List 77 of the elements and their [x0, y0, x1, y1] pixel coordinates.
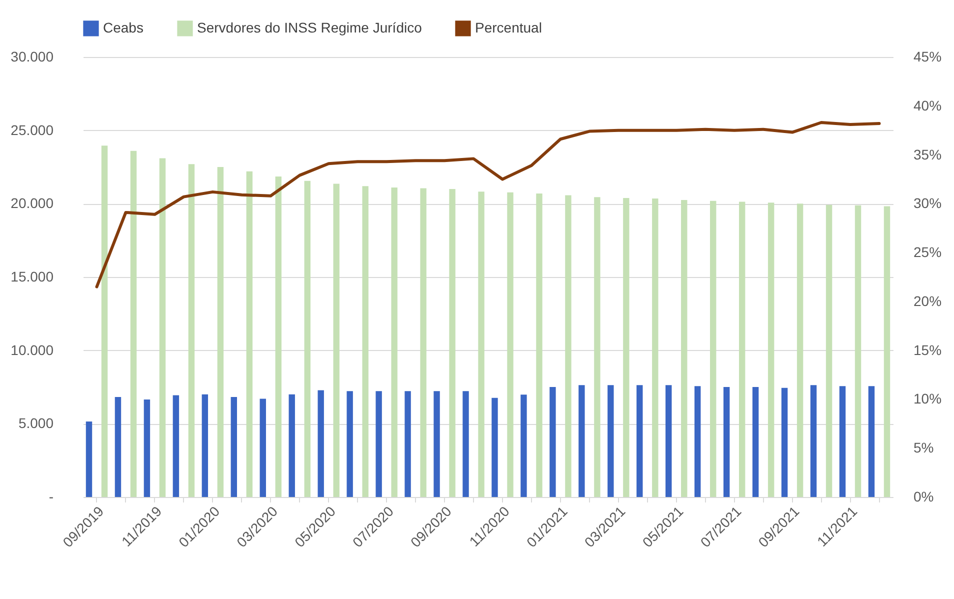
- legend-label: Servdores do INSS Regime Jurídico: [197, 19, 422, 36]
- bar: [723, 387, 730, 497]
- bar: [492, 398, 498, 497]
- y-tick-label: 25.000: [10, 122, 54, 138]
- bar: [666, 385, 672, 497]
- bar: [636, 385, 643, 497]
- bar: [275, 176, 282, 497]
- bar: [362, 186, 368, 497]
- y-tick-label: 10.000: [10, 342, 54, 358]
- bar: [288, 394, 295, 497]
- bar: [565, 195, 572, 497]
- bar: [144, 399, 150, 497]
- y2-tick-label: 30%: [914, 195, 942, 212]
- bar: [318, 390, 324, 497]
- y2-tick-label: 25%: [914, 244, 942, 260]
- y2-tick-label: 40%: [914, 97, 942, 114]
- bar: [810, 385, 817, 497]
- y2-tick-label: 0%: [914, 488, 934, 504]
- y2-tick-label: 20%: [914, 292, 942, 309]
- bar: [520, 394, 527, 497]
- bar: [202, 394, 208, 497]
- bar: [839, 386, 846, 497]
- bar: [188, 164, 195, 497]
- bar: [768, 202, 774, 497]
- bar: [681, 200, 688, 497]
- bar: [449, 189, 456, 497]
- bar: [550, 387, 556, 497]
- bar: [752, 387, 759, 497]
- bar: [101, 146, 108, 497]
- y-tick-label: 30.000: [10, 48, 54, 64]
- bar: [246, 171, 253, 497]
- bar: [594, 197, 600, 497]
- y2-tick-label: 5%: [914, 440, 934, 456]
- bar: [507, 192, 514, 497]
- bar: [114, 396, 122, 497]
- bar: [172, 395, 180, 497]
- bar: [130, 150, 137, 497]
- bar: [738, 202, 746, 497]
- y2-tick-label: 35%: [914, 146, 942, 162]
- bar: [578, 385, 585, 497]
- bar: [868, 386, 875, 497]
- bar: [608, 385, 614, 497]
- y2-tick-label: 10%: [914, 390, 942, 407]
- bar: [404, 391, 411, 497]
- bar: [478, 192, 484, 497]
- bar: [462, 391, 469, 497]
- y2-tick-label: 45%: [914, 48, 942, 64]
- bar: [376, 391, 382, 497]
- y2-tick-label: 15%: [914, 342, 942, 358]
- y-tick-label: 5.000: [18, 415, 54, 432]
- bar: [781, 388, 788, 497]
- bar: [710, 200, 716, 497]
- bar: [304, 180, 310, 497]
- bar: [420, 188, 426, 497]
- legend-label: Percentual: [475, 19, 542, 36]
- bar: [694, 386, 701, 497]
- line-series: [95, 121, 881, 288]
- y-tick-label: -: [48, 488, 54, 504]
- bar: [346, 391, 353, 497]
- bar: [826, 204, 832, 497]
- bar: [536, 194, 542, 497]
- bar: [434, 391, 440, 497]
- bar: [86, 421, 92, 497]
- bar: [884, 206, 890, 497]
- y-tick-label: 20.000: [10, 195, 54, 212]
- bar: [333, 184, 340, 497]
- bar: [159, 158, 166, 497]
- bar: [260, 398, 266, 497]
- bar: [217, 167, 224, 497]
- bar: [796, 204, 804, 497]
- bar: [391, 188, 398, 497]
- y-tick-label: 15.000: [10, 268, 54, 284]
- bar: [623, 198, 630, 497]
- bar: [652, 198, 658, 497]
- legend-label: Ceabs: [103, 19, 144, 36]
- bar: [854, 205, 862, 497]
- bar: [230, 396, 238, 497]
